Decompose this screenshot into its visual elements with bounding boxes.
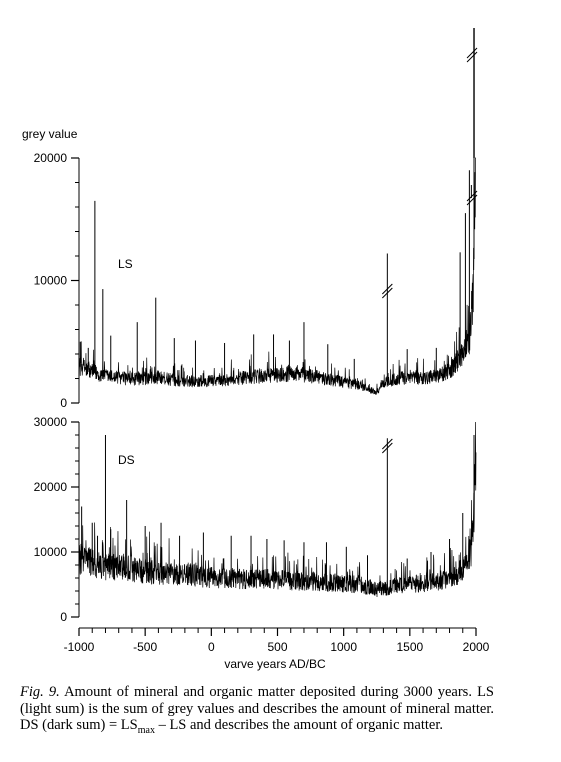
y-tick-label: 20000 [34, 480, 68, 494]
y-tick-label: 20000 [34, 151, 68, 165]
figure-label: Fig. 9. [20, 684, 60, 700]
caption-subscript: max [137, 724, 155, 736]
figure-caption: Fig. 9. Amount of mineral and organic ma… [20, 684, 494, 736]
axis-break-mark [381, 287, 393, 299]
varve-chart: grey value varve years AD/BC LS DS 0 1000… [22, 28, 490, 671]
axis-break-mark [381, 438, 393, 450]
data-line-ds [78, 421, 477, 598]
x-tick-label: -1000 [64, 640, 95, 654]
y-tick-label: 30000 [34, 415, 68, 429]
y-tick-label: 0 [60, 396, 67, 410]
axis-break-mark [466, 51, 478, 63]
y-tick-label: 10000 [34, 274, 68, 288]
axis-break-mark [466, 190, 478, 202]
x-axis: -1000 -500 0 500 1000 1500 2000 [64, 627, 490, 654]
axis-break-mark [466, 194, 478, 206]
y-axis-label: grey value [22, 127, 78, 141]
axis-break-mark [381, 283, 393, 295]
ls-panel: 0 10000 20000 [34, 28, 478, 410]
x-tick-label: 0 [208, 640, 215, 654]
x-tick-label: 2000 [463, 640, 490, 654]
x-tick-label: 1500 [396, 640, 423, 654]
caption-text-1: Amount of mineral and organic matter dep… [20, 684, 494, 733]
x-tick-label: -500 [133, 640, 157, 654]
axis-break-mark [381, 442, 393, 454]
y-tick-label: 0 [60, 610, 67, 624]
ds-panel: 0 10000 20000 30000 [34, 415, 477, 624]
x-tick-label: 1000 [330, 640, 357, 654]
x-axis-label: varve years AD/BC [224, 657, 326, 671]
x-tick-label: 500 [267, 640, 287, 654]
caption-text-2: – LS and describes the amount of organic… [154, 717, 443, 733]
data-line-ls [78, 157, 476, 395]
series-label-ds: DS [118, 453, 135, 467]
y-tick-label: 10000 [34, 545, 68, 559]
axis-break-mark [466, 47, 478, 59]
series-label-ls: LS [118, 257, 133, 271]
